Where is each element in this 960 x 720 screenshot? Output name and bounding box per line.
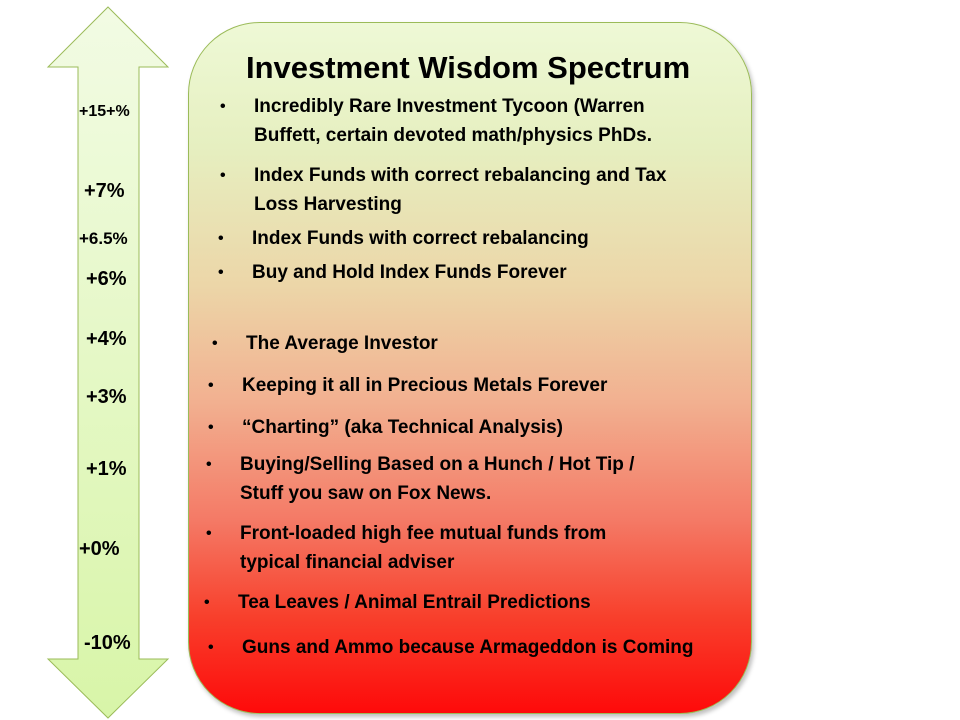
return-label: +3%: [86, 386, 127, 408]
item-text: Incredibly Rare Investment Tycoon (Warre…: [254, 96, 645, 117]
return-label: +1%: [86, 458, 127, 480]
bullet-icon: •: [208, 419, 214, 436]
bullet-icon: •: [208, 377, 214, 394]
item-text: “Charting” (aka Technical Analysis): [242, 417, 563, 438]
bullet-icon: •: [218, 230, 224, 247]
item-text: Stuff you saw on Fox News.: [240, 483, 492, 504]
list-item: • Guns and Ammo because Armageddon is Com…: [208, 633, 694, 662]
return-label: -10%: [84, 632, 131, 654]
bullet-icon: •: [206, 456, 212, 473]
return-label: +7%: [84, 180, 125, 202]
bullet-icon: •: [212, 335, 218, 352]
list-item: • Keeping it all in Precious Metals Forev…: [208, 371, 608, 400]
list-item: • Incredibly Rare Investment Tycoon (Warr…: [220, 92, 653, 150]
bullet-icon: •: [220, 98, 226, 115]
list-item: • The Average Investor: [212, 329, 438, 358]
spectrum-box: [188, 22, 752, 714]
list-item: • Tea Leaves / Animal Entrail Predictions: [204, 588, 591, 617]
list-item: • Index Funds with correct rebalancing: [218, 224, 589, 253]
item-text: Tea Leaves / Animal Entrail Predictions: [238, 592, 591, 613]
item-text: Index Funds with correct rebalancing: [252, 228, 589, 249]
list-item: • “Charting” (aka Technical Analysis): [208, 413, 563, 442]
list-item: • Index Funds with correct rebalancing an…: [220, 161, 667, 219]
return-label: +4%: [86, 328, 127, 350]
return-label: +6.5%: [79, 229, 128, 248]
item-text: Guns and Ammo because Armageddon is Comi…: [242, 637, 694, 658]
item-text: Index Funds with correct rebalancing and…: [254, 165, 667, 186]
bullet-icon: •: [204, 594, 210, 611]
item-text: Buffett, certain devoted math/physics Ph…: [254, 125, 653, 146]
list-item: • Buy and Hold Index Funds Forever: [218, 258, 567, 287]
double-arrow-icon: [46, 6, 170, 719]
bullet-icon: •: [218, 264, 224, 281]
bullet-icon: •: [208, 639, 214, 656]
bullet-icon: •: [220, 167, 226, 184]
diagram-title: Investment Wisdom Spectrum: [246, 50, 691, 85]
item-text: The Average Investor: [246, 333, 438, 354]
list-item: • Buying/Selling Based on a Hunch / Hot T…: [206, 450, 635, 508]
item-text: Buying/Selling Based on a Hunch / Hot Ti…: [240, 454, 635, 475]
return-label: +15+%: [79, 103, 130, 120]
item-text: Loss Harvesting: [254, 194, 402, 215]
item-text: Buy and Hold Index Funds Forever: [252, 262, 567, 283]
list-item: • Front-loaded high fee mutual funds from…: [206, 519, 607, 577]
item-text: typical financial adviser: [240, 552, 455, 573]
item-text: Keeping it all in Precious Metals Foreve…: [242, 375, 608, 396]
return-label: +6%: [86, 268, 127, 290]
bullet-icon: •: [206, 525, 212, 542]
item-text: Front-loaded high fee mutual funds from: [240, 523, 607, 544]
return-label: +0%: [79, 538, 120, 560]
